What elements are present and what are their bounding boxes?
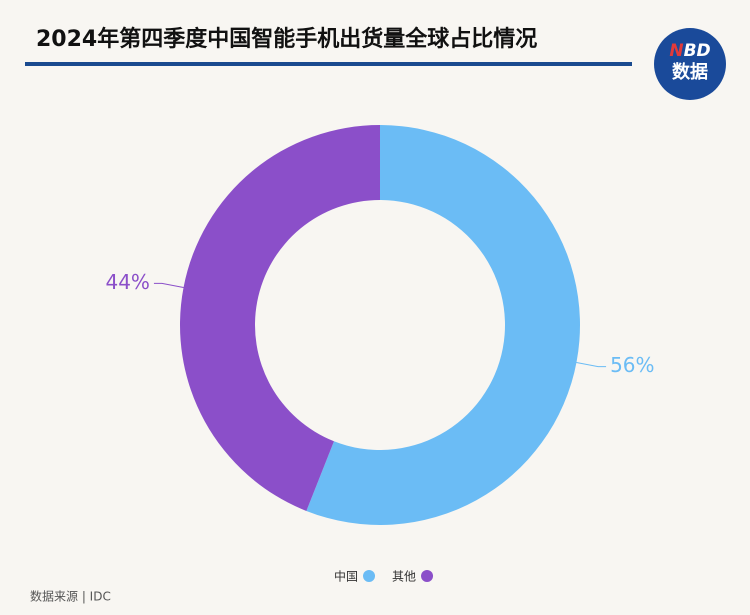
legend-swatch bbox=[363, 570, 376, 582]
donut-slice bbox=[306, 125, 580, 525]
logo-n: N bbox=[669, 41, 683, 61]
source: 数据来源 | IDC bbox=[30, 589, 111, 604]
value-label: 44% bbox=[105, 270, 149, 294]
legend-swatch bbox=[421, 570, 434, 582]
leader-line bbox=[153, 282, 184, 289]
logo-nbd: NBD bbox=[669, 41, 710, 61]
legend-label: 中国 bbox=[334, 569, 358, 584]
logo-circle bbox=[654, 28, 726, 100]
logo: NBD 数据 bbox=[654, 28, 726, 100]
donut-slice bbox=[180, 125, 380, 511]
logo-text: 数据 bbox=[672, 61, 708, 83]
chart-title: 2024年第四季度中国智能手机出货量全球占比情况 bbox=[36, 26, 537, 52]
title-rule bbox=[25, 62, 632, 66]
logo-bd: BD bbox=[684, 41, 711, 61]
legend-label: 其他 bbox=[392, 570, 416, 584]
leader-line bbox=[576, 361, 607, 368]
value-label: 56% bbox=[610, 353, 654, 377]
